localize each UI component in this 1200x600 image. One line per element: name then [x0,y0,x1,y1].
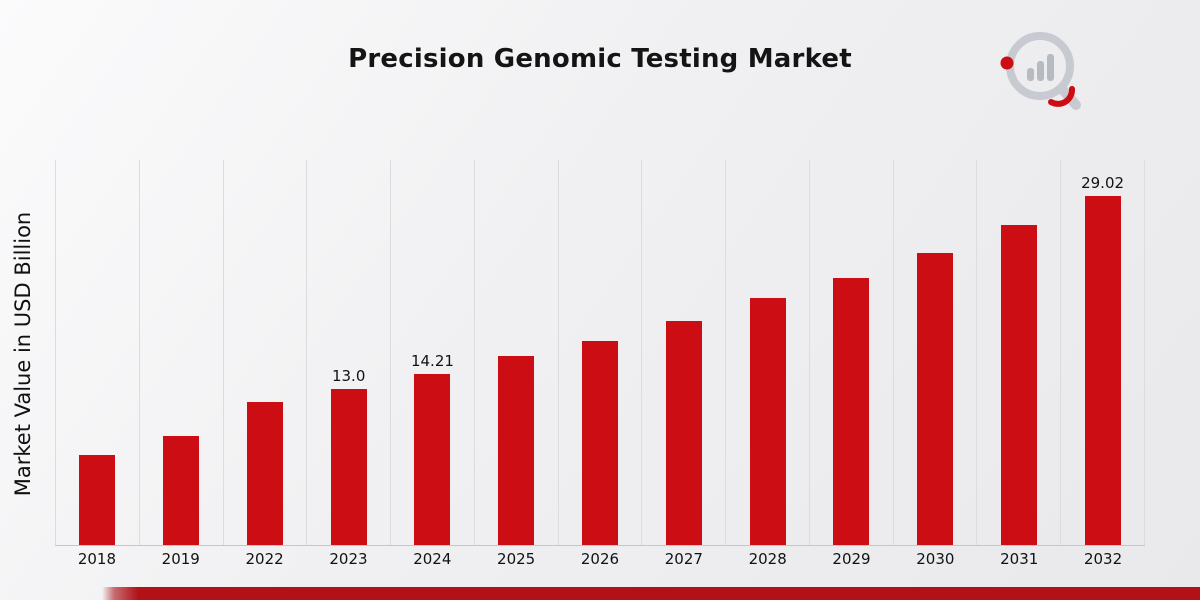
x-tick-label: 2025 [497,550,536,568]
x-tick-label: 2018 [77,550,117,568]
bar-column: 14.21 [390,160,474,545]
bar [749,298,786,545]
x-axis: 2018 2019 2022 2023 2024 2025 2026 2027 2028 2029… [55,550,1145,574]
bar-column [641,160,725,545]
logo-red-arc [1048,86,1075,107]
logo-red-dot [1000,56,1014,70]
footer-stripe [0,587,1200,600]
x-tick-label: 2027 [664,550,703,568]
bar [330,388,367,545]
bar [833,277,870,545]
bar [917,252,954,545]
bar-column: 29.02 [1060,160,1145,545]
bar [498,356,535,545]
x-tick-label: 2028 [748,550,787,568]
bar-column [222,160,307,545]
logo-bar-tall [1047,54,1054,81]
x-tick-label: 2019 [161,550,200,568]
bar-column: 13.0 [306,160,390,545]
x-tick-label: 2024 [413,550,452,568]
x-tick-label: 2029 [832,550,871,568]
market-research-magnifier-logo [1000,32,1081,110]
bar-column [808,160,893,545]
x-tick-label: 2023 [329,550,368,568]
logo-bar-short [1027,68,1034,81]
bar-column [892,160,977,545]
chart-title: Precision Genomic Testing Market [348,44,852,74]
plot-area: 13.0 14.21 29.02 [55,160,1145,546]
bar-column [473,160,558,545]
bar [581,340,618,545]
x-tick-label: 2030 [916,550,955,568]
y-axis-label: Market Value in USD Billion [11,211,35,497]
bar [1000,225,1037,545]
bar [1084,195,1121,545]
bar-column [138,160,223,545]
bar-value-label: 29.02 [1081,173,1125,192]
bar [246,401,283,545]
bar-column [55,160,139,545]
logo-bar-medium [1037,61,1044,81]
bar-value-label: 14.21 [410,352,454,370]
bar [163,435,200,545]
bar [665,321,702,545]
x-tick-label: 2031 [1000,550,1039,568]
x-tick-label: 2022 [245,550,284,568]
bar [79,454,116,545]
x-tick-label: 2026 [580,550,620,568]
bar-value-label: 13.0 [331,366,366,385]
x-tick-label: 2032 [1083,550,1123,568]
bar-column [976,160,1060,545]
bar-column [725,160,809,545]
bar [414,374,451,545]
bar-column [557,160,642,545]
